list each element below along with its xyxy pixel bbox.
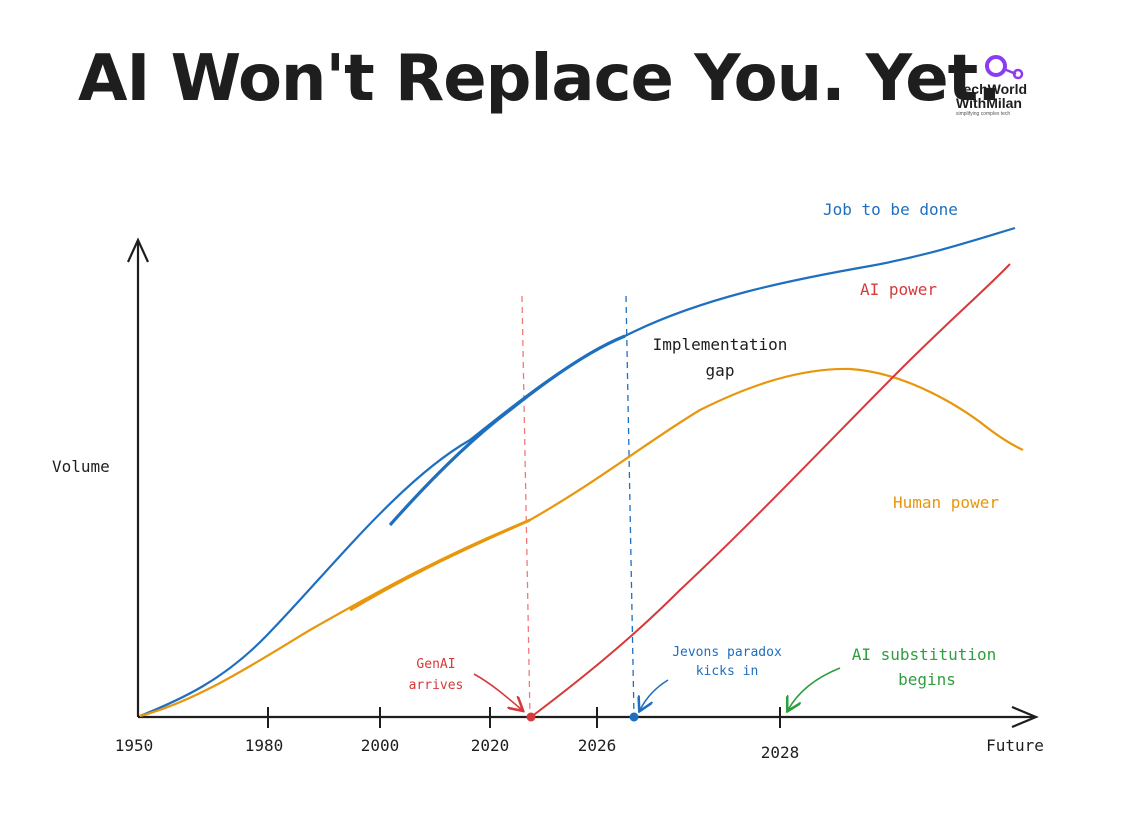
x-tick-label-2000: 2000 xyxy=(361,736,400,755)
annotation-implementation-gap-line1: Implementation xyxy=(653,335,788,354)
annotation-jevons-arrow xyxy=(640,679,669,710)
y-axis xyxy=(126,237,150,717)
logo: TechWorld WithMilan simplifying complex … xyxy=(952,54,1052,118)
x-tick-label-future: Future xyxy=(986,736,1044,755)
genai-point xyxy=(526,712,536,722)
jevons-point xyxy=(629,712,639,722)
annotation-substitution-arrow xyxy=(788,667,841,710)
series-ai-power xyxy=(530,263,1011,718)
series-label-job: Job to be done xyxy=(823,200,958,219)
genai-marker-line xyxy=(521,295,531,718)
jevons-marker-line xyxy=(625,295,635,718)
series-human-power xyxy=(139,367,1024,718)
chart-title: AI Won't Replace You. Yet. xyxy=(78,42,1002,116)
x-axis xyxy=(138,705,1039,729)
series-job-to-be-done-bold xyxy=(388,334,626,527)
annotation-substitution-line2: begins xyxy=(898,670,956,689)
logo-line2: WithMilan xyxy=(956,95,1022,111)
annotation-implementation-gap-line2: gap xyxy=(706,361,735,380)
x-tick-label-2026: 2026 xyxy=(578,736,617,755)
logo-line1: TechWorld xyxy=(956,81,1028,97)
annotation-substitution-line1: AI substitution xyxy=(852,645,997,664)
logo-nodes-icon xyxy=(985,55,1024,80)
series-label-human: Human power xyxy=(893,493,999,512)
x-tick-label-2028: 2028 xyxy=(761,743,800,762)
x-ticks: 1950 1980 2000 2020 2026 2028 Future xyxy=(115,707,1044,762)
series-job-to-be-done xyxy=(139,226,1016,718)
annotation-genai-line1: GenAI xyxy=(416,657,455,672)
annotation-genai-arrow xyxy=(473,673,522,710)
x-tick-label-1980: 1980 xyxy=(245,736,284,755)
annotation-jevons-line1: Jevons paradox xyxy=(672,645,782,660)
logo-tagline: simplifying complex tech xyxy=(956,111,1011,117)
annotation-genai-line2: arrives xyxy=(409,678,464,693)
annotation-jevons-line2: kicks in xyxy=(696,664,759,679)
series-human-power-bold xyxy=(349,518,531,612)
y-axis-label: Volume xyxy=(52,457,110,476)
series-label-ai: AI power xyxy=(860,280,937,299)
x-tick-label-1950: 1950 xyxy=(115,736,154,755)
x-tick-label-2020: 2020 xyxy=(471,736,510,755)
